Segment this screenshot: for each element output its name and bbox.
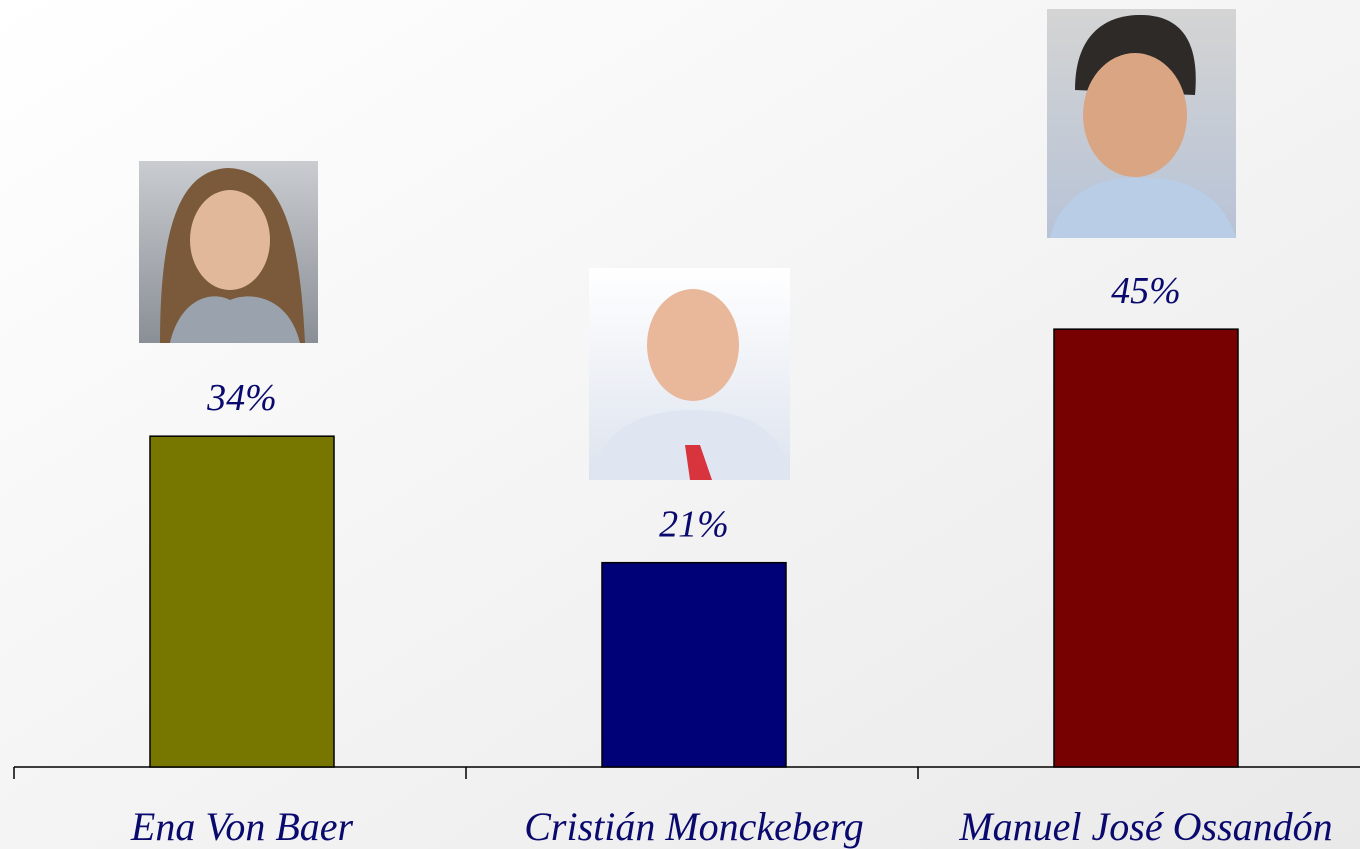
photo — [139, 161, 318, 343]
x-tick-label: Ena Von Baer — [130, 804, 354, 849]
value-label: 45% — [1111, 270, 1181, 312]
x-tick-label: Cristián Monckeberg — [524, 804, 864, 849]
bar — [602, 563, 786, 767]
bar — [150, 436, 334, 767]
value-label: 34% — [206, 377, 277, 419]
photo — [589, 268, 790, 480]
page: {"chart_data": {"type": "bar", "categori… — [0, 0, 1360, 849]
value-label: 21% — [659, 504, 729, 546]
bar — [1054, 329, 1238, 767]
photo — [1047, 9, 1236, 238]
chart: Ena Von Baer 34% Cristián Monckeberg 21% Man… — [0, 0, 1360, 849]
x-tick-label: Manuel José Ossandón — [958, 804, 1332, 849]
